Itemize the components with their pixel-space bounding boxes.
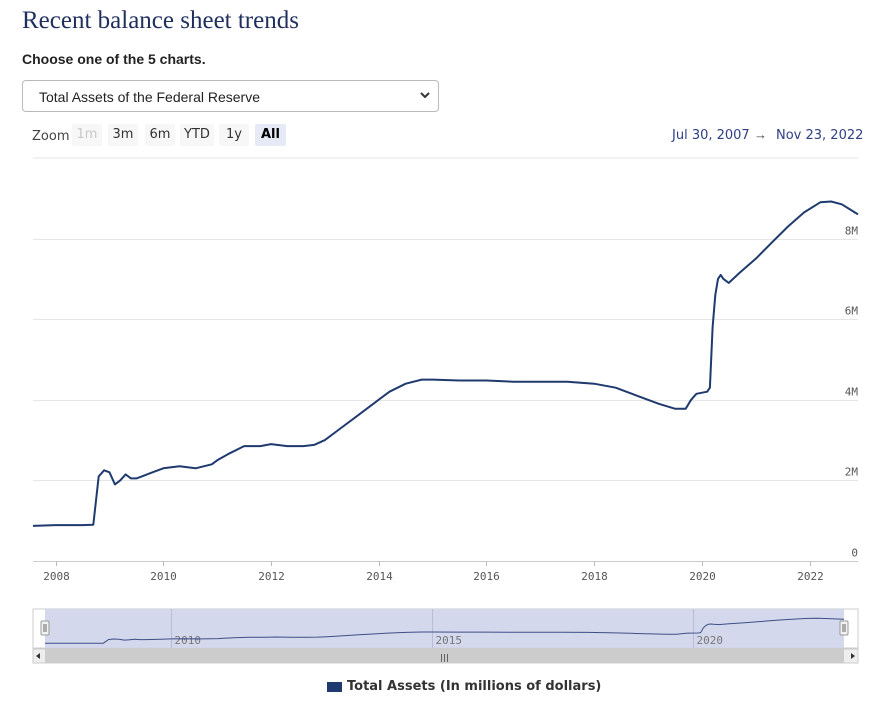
x-tick-label: 2018 <box>581 570 608 583</box>
y-tick-label: 8M <box>845 225 859 238</box>
scroll-left-arrow-icon[interactable] <box>36 653 40 659</box>
x-tick-label: 2010 <box>150 570 177 583</box>
x-tick-label: 2008 <box>43 570 70 583</box>
x-tick-label: 2022 <box>797 570 824 583</box>
navigator-year-label: 2020 <box>697 634 724 647</box>
navigator-handle-right[interactable] <box>839 620 849 636</box>
x-tick-label: 2012 <box>258 570 285 583</box>
zoom-3m-button[interactable]: 3m <box>108 124 138 146</box>
range-arrow: → <box>754 127 767 142</box>
zoom-all-button[interactable]: All <box>255 124 286 146</box>
range-start-date[interactable]: Jul 30, 2007 <box>672 128 750 143</box>
chevron-down-icon <box>420 92 430 99</box>
legend-swatch <box>327 682 342 692</box>
series-line-total-assets <box>32 200 859 527</box>
y-tick-label: 6M <box>845 305 859 318</box>
scrollbar-thumb[interactable] <box>45 649 844 663</box>
navigator-series-line <box>44 617 845 644</box>
chart-chooser-prompt: Choose one of the 5 charts. <box>22 51 206 67</box>
zoom-1m-button[interactable]: 1m <box>72 124 102 146</box>
legend-label: Total Assets (In millions of dollars) <box>347 679 602 694</box>
range-end-date[interactable]: Nov 23, 2022 <box>776 128 864 143</box>
x-tick-label: 2020 <box>689 570 716 583</box>
x-tick-label: 2014 <box>366 570 393 583</box>
navigator-selected-range <box>45 609 844 648</box>
scrollbar-grip: ||| <box>440 653 449 662</box>
navigator-year-label: 2015 <box>436 634 463 647</box>
x-tick-label: 2016 <box>473 570 500 583</box>
y-tick-label: 0 <box>851 547 858 560</box>
page-title: Recent balance sheet trends <box>22 7 299 34</box>
y-tick-label: 2M <box>845 466 859 479</box>
zoom-label: Zoom <box>32 129 70 144</box>
zoom-6m-button[interactable]: 6m <box>145 124 175 146</box>
navigator-year-label: 2010 <box>175 634 202 647</box>
zoom-1y-button[interactable]: 1y <box>219 124 249 146</box>
chart-select-dropdown[interactable]: Total Assets of the Federal Reserve <box>22 80 439 112</box>
chart-select-value: Total Assets of the Federal Reserve <box>39 89 260 105</box>
navigator-handle-left[interactable] <box>40 620 50 636</box>
scroll-right-arrow-icon[interactable] <box>851 653 855 659</box>
zoom-ytd-button[interactable]: YTD <box>180 124 214 146</box>
y-tick-label: 4M <box>845 386 859 399</box>
